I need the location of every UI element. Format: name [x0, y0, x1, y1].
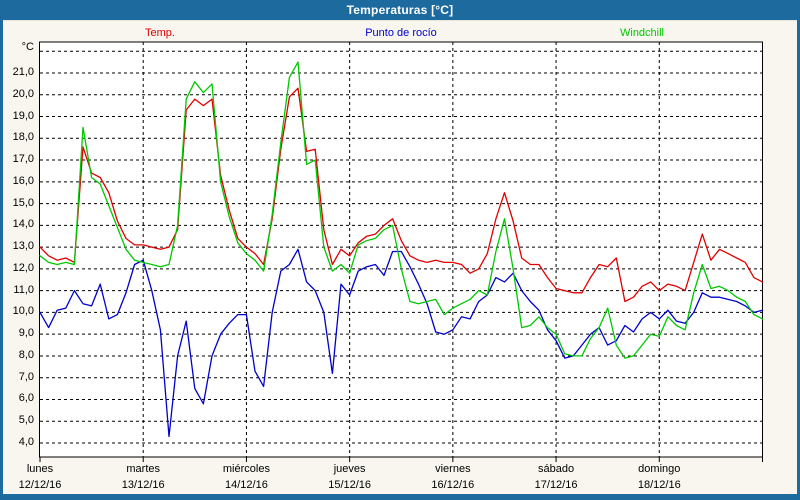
- y-axis-unit-label: °C: [21, 41, 34, 53]
- y-tick-label: 12,0: [12, 261, 34, 274]
- y-tick-label: 6,0: [18, 392, 34, 405]
- y-tick-label: 8,0: [18, 348, 34, 361]
- y-tick-label: 18,0: [12, 131, 34, 144]
- legend-item-dewpoint: Punto de rocío: [365, 27, 437, 39]
- y-tick-label: 9,0: [18, 327, 34, 340]
- plot-frame: [39, 41, 763, 458]
- x-date-label: 16/12/16: [431, 479, 475, 491]
- y-tick-label: 7,0: [18, 370, 34, 383]
- y-tick-label: 20,0: [12, 87, 34, 100]
- x-day-label: miércoles: [222, 463, 270, 475]
- y-tick-label: 5,0: [18, 414, 34, 427]
- x-date-label: 17/12/16: [534, 479, 578, 491]
- x-date-label: 15/12/16: [328, 479, 372, 491]
- series-line-windchill: [39, 61, 764, 359]
- y-tick-label: 16,0: [12, 174, 34, 187]
- y-tick-label: 15,0: [12, 196, 34, 209]
- legend-item-windchill: Windchill: [619, 27, 665, 39]
- y-tick-label: 13,0: [12, 240, 34, 253]
- y-tick-label: 10,0: [12, 305, 34, 318]
- window-titlebar: Temperaturas [°C]: [0, 0, 800, 20]
- x-date-label: 13/12/16: [121, 479, 165, 491]
- x-date-label: 12/12/16: [18, 479, 62, 491]
- y-tick-label: 19,0: [12, 109, 34, 122]
- x-day-label: domingo: [638, 463, 681, 475]
- x-day-label: viernes: [435, 463, 471, 475]
- y-tick-label: 21,0: [12, 66, 34, 78]
- x-day-label: lunes: [26, 463, 54, 475]
- x-date-label: 14/12/16: [225, 479, 268, 491]
- x-date-label: 18/12/16: [637, 479, 681, 491]
- window-title: Temperaturas [°C]: [346, 3, 454, 17]
- legend-item-temp: Temp.: [145, 27, 175, 39]
- x-day-label: jueves: [333, 463, 366, 475]
- y-tick-label: 11,0: [13, 283, 34, 296]
- series-line-punto-de-roc-o: [39, 248, 764, 438]
- x-day-label: sábado: [538, 463, 575, 475]
- y-tick-label: 14,0: [12, 218, 34, 231]
- series-line-temp-: [39, 87, 764, 303]
- x-day-label: martes: [126, 463, 161, 475]
- y-tick-label: 17,0: [12, 153, 34, 166]
- y-tick-label: 4,0: [18, 436, 34, 448]
